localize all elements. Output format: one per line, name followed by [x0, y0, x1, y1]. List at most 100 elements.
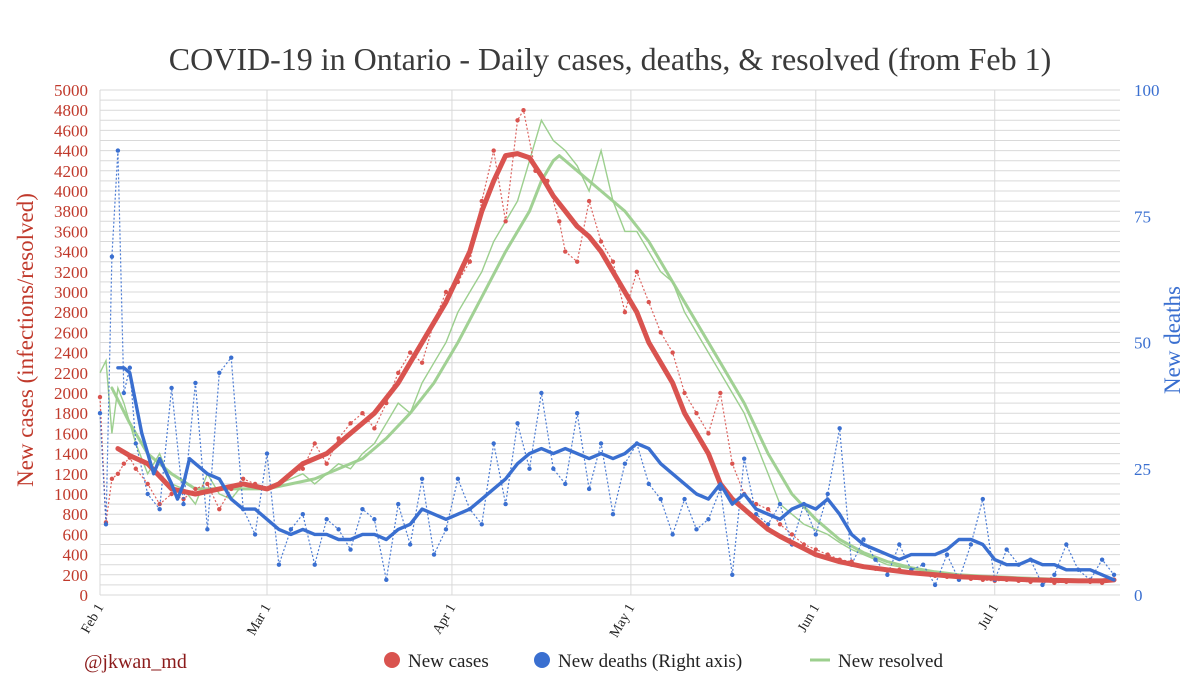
series-0-point [121, 461, 127, 466]
series-4-point [431, 552, 437, 557]
x-tick: Jun 1 [795, 602, 823, 635]
series-4-point [980, 496, 986, 502]
series-0-point [419, 360, 425, 365]
series-4-point [861, 537, 866, 542]
series-0-point [789, 532, 795, 537]
series-0-point [658, 330, 663, 335]
series-0-point [634, 269, 640, 274]
series-0-point [503, 219, 508, 224]
series-0-point [348, 421, 353, 426]
series-0-point [563, 249, 568, 254]
series-4-point [503, 501, 508, 507]
grid-lines [99, 89, 1120, 596]
series-4-point [586, 486, 592, 492]
x-tick: Mar 1 [245, 602, 275, 639]
series-2-line [99, 118, 1115, 582]
y-tick-right: 75 [1134, 207, 1151, 226]
series-0-point [813, 547, 818, 552]
series-0-point [312, 441, 317, 446]
y-tick-left: 0 [80, 586, 89, 605]
series-4-point [127, 365, 133, 370]
y-tick-left: 2800 [54, 303, 88, 322]
series-0-point [240, 476, 246, 482]
series-4-line [99, 150, 1115, 587]
series-4-point [103, 522, 109, 527]
series-4-point [658, 496, 663, 502]
x-axis-ticks: Feb 1 Mar 1 Apr 1 May 1 Jun 1 Jul 1 [79, 602, 1002, 641]
series-4-point [217, 370, 222, 375]
series-4-point [813, 532, 818, 537]
series-4-point [229, 355, 234, 360]
series-4-point [336, 527, 341, 532]
series-4-point [300, 512, 306, 517]
series-0-point [574, 259, 580, 264]
series-layer [97, 108, 1117, 588]
series-4-point [1040, 582, 1045, 588]
y-tick-left: 4800 [54, 101, 88, 120]
y-tick-left: 800 [63, 505, 89, 524]
series-4-point [885, 572, 890, 577]
series-4-point [730, 572, 735, 577]
y-tick-left: 2600 [54, 323, 88, 342]
series-0-point [706, 431, 711, 436]
y-tick-left: 1400 [54, 445, 88, 464]
series-0-point [443, 289, 449, 295]
series-4-point [837, 426, 842, 431]
series-4-point [1052, 572, 1057, 577]
series-4-point [348, 547, 353, 552]
y-tick-left: 2000 [54, 384, 88, 403]
chart-title: COVID-19 in Ontario - Daily cases, death… [169, 41, 1051, 77]
series-0-point [324, 461, 329, 466]
series-4-point [646, 481, 651, 487]
series-0-point [193, 486, 198, 492]
series-4-point [407, 542, 413, 547]
series-0-point [396, 370, 401, 375]
series-4-point [515, 421, 520, 426]
y-tick-left: 3400 [54, 243, 88, 262]
x-tick: May 1 [607, 602, 638, 641]
series-0-point [682, 390, 687, 396]
series-0-point [115, 471, 121, 476]
credit-handle: @jkwan_md [84, 651, 187, 673]
series-4-point [1004, 547, 1009, 552]
y-tick-left: 3000 [54, 283, 88, 302]
series-0-point [515, 118, 520, 123]
series-4-point [825, 491, 830, 497]
legend: New cases New deaths (Right axis) New reso… [384, 651, 943, 672]
series-0-point [670, 350, 675, 355]
y-tick-right: 0 [1134, 586, 1143, 605]
y-tick-left: 2200 [54, 364, 88, 383]
y-tick-left: 4000 [54, 182, 88, 201]
series-0-point [467, 259, 473, 264]
y-tick-left: 200 [63, 566, 89, 585]
series-4-point [527, 466, 532, 471]
series-4-point [109, 254, 115, 259]
series-4-point [777, 501, 783, 507]
series-4-point [455, 476, 461, 482]
series-4-point [419, 476, 425, 482]
y-tick-left: 1000 [54, 485, 88, 504]
series-4-point [1111, 572, 1117, 577]
y-tick-left: 3800 [54, 202, 88, 221]
legend-label: New resolved [838, 651, 943, 672]
y-tick-left: 4400 [54, 142, 88, 161]
series-0-point [133, 466, 138, 471]
series-4-point [706, 517, 711, 522]
y-tick-left: 1200 [54, 465, 88, 484]
y-tick-left: 2400 [54, 344, 88, 363]
series-0-point [217, 506, 222, 512]
series-4-point [563, 481, 568, 487]
series-0-point [97, 394, 103, 400]
series-4-point [1099, 557, 1105, 562]
series-4-point [491, 441, 496, 446]
series-4-point [288, 527, 294, 532]
series-0-point [598, 239, 604, 244]
y-tick-left: 4600 [54, 121, 88, 140]
series-0-point [109, 476, 115, 482]
legend-label: New cases [408, 651, 489, 672]
series-4-point [694, 527, 699, 532]
series-4-point [920, 562, 926, 567]
legend-swatch-0 [384, 652, 400, 668]
